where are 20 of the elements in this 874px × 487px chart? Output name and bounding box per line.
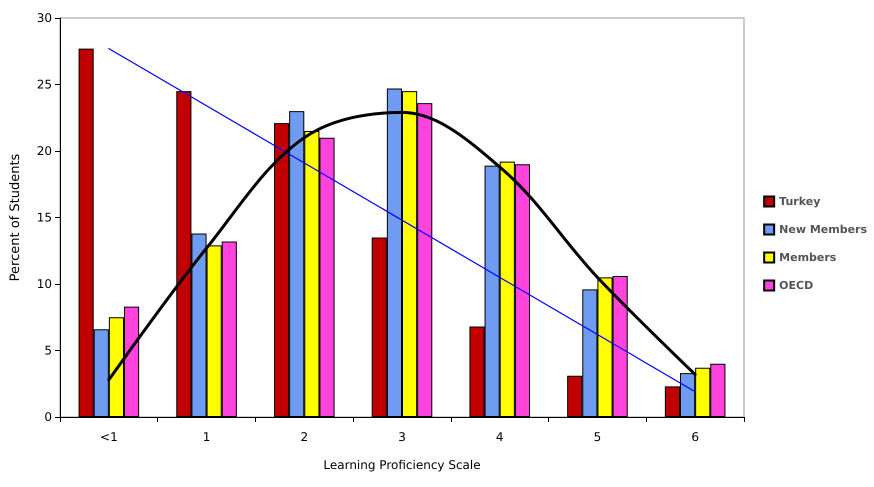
x-axis-title: Learning Proficiency Scale	[323, 458, 481, 472]
legend-label: Turkey	[779, 195, 820, 208]
y-tick-label: 30	[36, 11, 52, 25]
y-tick-label: 5	[44, 344, 52, 358]
legend-label: OECD	[779, 279, 814, 292]
x-tick-label: 3	[398, 430, 406, 444]
x-tick-label: 6	[691, 430, 699, 444]
x-tick-label: <1	[100, 430, 118, 444]
x-tick-label: 1	[202, 430, 210, 444]
y-tick-label: 20	[36, 144, 52, 158]
y-tick-label: 15	[36, 210, 52, 224]
y-axis-title: Percent of Students	[8, 153, 23, 282]
y-tick-label: 10	[36, 277, 52, 291]
legend-label: Members	[779, 251, 837, 264]
x-tick-label: 4	[496, 430, 504, 444]
y-tick-label: 25	[36, 78, 52, 92]
y-tick-label: 0	[44, 410, 52, 424]
x-tick-label: 5	[594, 430, 602, 444]
legend-label: New Members	[779, 223, 868, 236]
x-tick-label: 2	[300, 430, 308, 444]
